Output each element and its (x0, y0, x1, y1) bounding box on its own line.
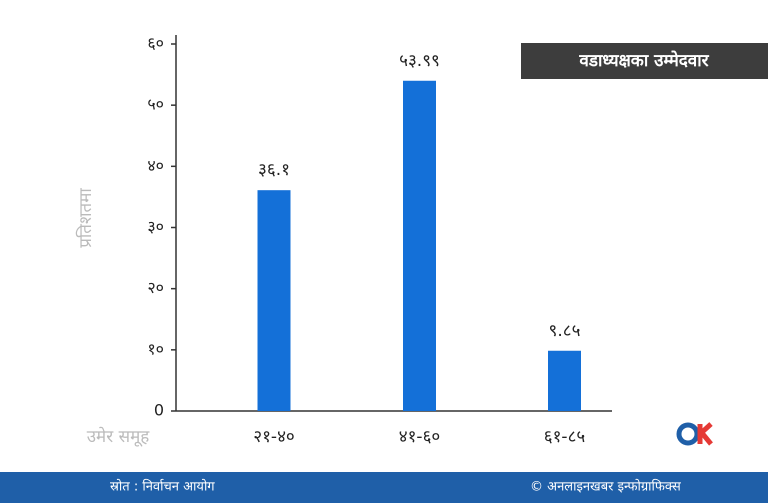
y-tick-label: १० (147, 339, 164, 358)
bar (257, 190, 291, 411)
title-box (521, 43, 768, 79)
logo (676, 422, 713, 446)
x-tick-label: ६१-८५ (544, 427, 586, 447)
y-tick-label: ६० (147, 34, 164, 53)
chart-title: वडाध्यक्षका उम्मेदवार (578, 50, 709, 71)
value-label: ३६.१ (258, 160, 290, 180)
y-axis-label: प्रतिशतमा (75, 188, 96, 248)
footer-source: स्रोत : निर्वाचन आयोग (110, 479, 215, 495)
bar (403, 80, 436, 411)
y-tick-label: ३० (147, 217, 164, 236)
value-label: ९.८५ (549, 321, 581, 341)
x-tick-label: ४१-६० (399, 427, 441, 447)
footer-bar (0, 472, 768, 503)
footer-credit: © अनलाइनखबर इन्फोग्राफिक्स (530, 479, 681, 495)
y-tick-label: 0 (154, 401, 164, 420)
y-tick-label: ४० (147, 156, 164, 175)
y-tick-label: २० (147, 278, 164, 297)
x-tick-label: २१-४० (253, 427, 295, 447)
bar (548, 350, 581, 411)
value-label: ५३.९९ (399, 51, 440, 71)
x-axis-label: उमेर समूह (87, 426, 150, 447)
y-tick-label: ५० (147, 95, 164, 114)
